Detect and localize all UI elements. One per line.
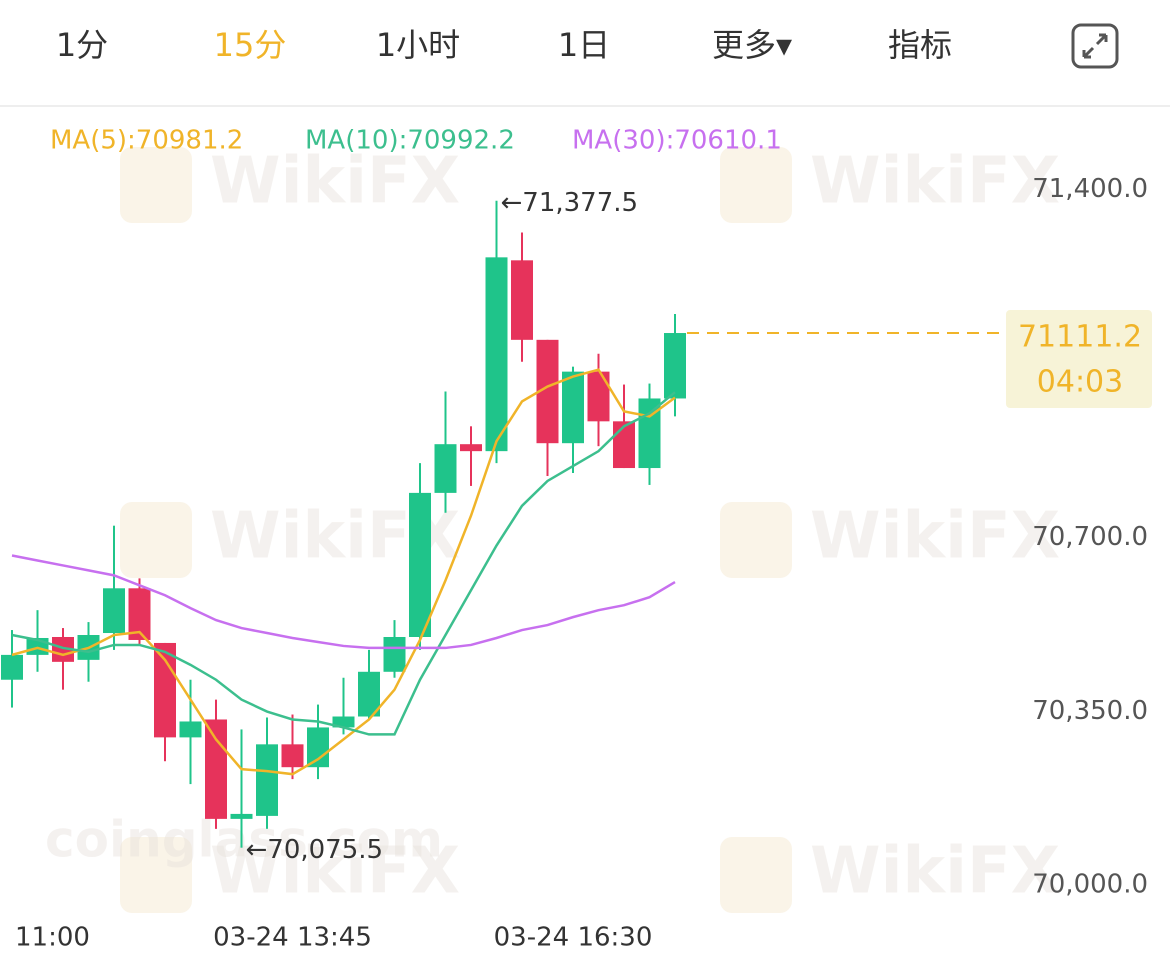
candle-body [179, 721, 202, 738]
y-tick-label: 70,350.0 [1032, 696, 1148, 726]
ma-line [11, 368, 676, 776]
y-tick-label: 70,000.0 [1032, 870, 1148, 900]
watermark: WikiFX [210, 835, 460, 909]
candle-body [460, 444, 482, 452]
watermark: WikiFX [810, 500, 1060, 574]
candle-body [536, 339, 559, 444]
watermark-logo [120, 502, 192, 578]
candle-body [205, 719, 227, 819]
candle-body [358, 671, 380, 717]
watermark-logo [720, 147, 792, 223]
tab[interactable]: 15分 [214, 26, 287, 64]
candle-body [128, 588, 151, 640]
candle-body [511, 260, 533, 340]
extreme-label: ←70,075.5 [246, 835, 384, 865]
price-tag-value: 71111.2 [1018, 320, 1142, 355]
tab[interactable]: 指标 [888, 26, 952, 64]
tab[interactable]: 更多▾ [712, 26, 792, 64]
candle-body [281, 744, 304, 768]
expand-icon[interactable] [1071, 23, 1119, 69]
watermark: WikiFX [810, 145, 1060, 219]
candle-body [256, 744, 278, 816]
candle-body [664, 333, 686, 399]
watermark-logo [720, 502, 792, 578]
ma-line [11, 391, 676, 736]
price-tag-countdown: 04:03 [1037, 365, 1123, 400]
tab[interactable]: 1分 [56, 26, 108, 64]
candle-body [613, 421, 635, 469]
expand-arrows[interactable] [1082, 33, 1108, 59]
candle-body [562, 371, 584, 444]
x-tick-label: 11:00 [15, 923, 90, 953]
candle-body [103, 588, 125, 634]
watermark-logo [120, 837, 192, 913]
candle-body [383, 636, 406, 672]
candle-body [307, 727, 329, 768]
candle-body [485, 257, 508, 452]
candle-body [638, 398, 661, 469]
legend-entry: MA(30):70610.1 [572, 126, 782, 156]
candle-body [1, 654, 23, 680]
y-tick-label: 71,400.0 [1032, 174, 1148, 204]
price-tag [1006, 310, 1152, 409]
extreme-label: ←71,377.5 [501, 188, 639, 218]
watermark: WikiFX [810, 835, 1060, 909]
candle-body [332, 716, 355, 728]
candle-body [434, 444, 457, 493]
legend-entry: MA(10):70992.2 [305, 126, 515, 156]
expand-frame[interactable] [1071, 23, 1119, 69]
candle-body [230, 813, 253, 819]
watermark-logo [720, 837, 792, 913]
candle-body [52, 636, 74, 662]
candle-body [409, 492, 431, 637]
tab[interactable]: 1小时 [376, 26, 460, 64]
candle-body [587, 371, 610, 422]
watermark: coinglass.com [45, 811, 443, 869]
legend-entry: MA(5):70981.2 [50, 126, 243, 156]
watermark: WikiFX [210, 145, 460, 219]
y-tick-label: 70,700.0 [1032, 522, 1148, 552]
tab[interactable]: 1日 [558, 26, 610, 64]
watermark-logo [120, 147, 192, 223]
x-tick-label: 03-24 13:45 [213, 923, 372, 953]
x-tick-label: 03-24 16:30 [494, 923, 653, 953]
ma-line [11, 554, 676, 650]
